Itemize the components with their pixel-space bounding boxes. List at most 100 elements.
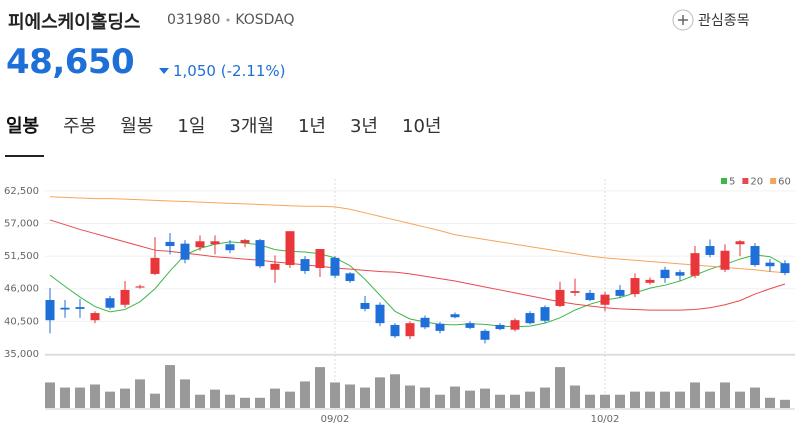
candle-body bbox=[315, 249, 325, 268]
moving-average-line bbox=[49, 241, 786, 328]
candle-body bbox=[765, 262, 775, 267]
watch-button[interactable]: 관심종목 bbox=[672, 9, 750, 31]
volume-bar bbox=[690, 382, 700, 408]
candle-body bbox=[600, 294, 610, 305]
candle-body bbox=[750, 246, 760, 266]
candle-body bbox=[630, 278, 640, 295]
stock-meta: 031980 KOSDAQ bbox=[167, 12, 295, 28]
candle-body bbox=[465, 323, 475, 328]
candle-body bbox=[285, 231, 295, 266]
volume-bar bbox=[615, 394, 625, 408]
candle-body bbox=[45, 300, 55, 321]
volume-bar bbox=[270, 388, 280, 408]
moving-average-line bbox=[49, 196, 786, 274]
y-tick-label: 35,000 bbox=[4, 349, 39, 360]
candle-body bbox=[660, 269, 670, 279]
volume-bar bbox=[315, 367, 325, 408]
volume-bar bbox=[570, 385, 580, 408]
candle-body bbox=[555, 289, 565, 306]
volume-bar bbox=[120, 388, 130, 408]
plus-icon bbox=[672, 9, 694, 31]
candle-body bbox=[240, 240, 250, 244]
candle-body bbox=[720, 250, 730, 270]
volume-bar bbox=[135, 379, 145, 408]
candle-body bbox=[780, 263, 790, 274]
volume-bar bbox=[180, 379, 190, 408]
volume-bar bbox=[765, 397, 775, 408]
candle-body bbox=[570, 291, 580, 293]
y-tick-label: 57,000 bbox=[4, 218, 39, 229]
volume-bar bbox=[60, 387, 70, 408]
candle-body bbox=[390, 324, 400, 337]
candle-body bbox=[540, 307, 550, 321]
legend-swatch bbox=[721, 178, 727, 184]
volume-bar bbox=[255, 397, 265, 408]
candle-body bbox=[210, 241, 220, 245]
period-tab[interactable]: 월봉 bbox=[120, 116, 154, 137]
volume-bar bbox=[735, 391, 745, 408]
candle-body bbox=[645, 279, 655, 283]
volume-bar bbox=[435, 394, 445, 408]
period-tab[interactable]: 1일 bbox=[177, 116, 206, 137]
volume-bar bbox=[585, 394, 595, 408]
volume-bar bbox=[225, 394, 235, 408]
y-tick-label: 62,500 bbox=[4, 186, 39, 197]
volume-bar bbox=[390, 374, 400, 408]
period-tabs: 일봉 주봉 월봉 1일 3개월 1년 3년 10년 bbox=[6, 112, 465, 138]
volume-bar bbox=[240, 397, 250, 408]
x-tick-label: 09/02 bbox=[321, 414, 350, 425]
volume-bar bbox=[75, 387, 85, 408]
legend-label: 5 bbox=[729, 177, 735, 188]
stock-name: 피에스케이홀딩스 bbox=[8, 12, 141, 33]
volume-bar bbox=[285, 391, 295, 408]
candle-body bbox=[60, 307, 70, 310]
legend-swatch bbox=[770, 178, 777, 184]
period-tab[interactable]: 10년 bbox=[402, 116, 442, 137]
candle-body bbox=[75, 307, 85, 309]
volume-bar bbox=[45, 382, 55, 408]
period-tab[interactable]: 주봉 bbox=[63, 116, 97, 137]
volume-bar bbox=[345, 384, 355, 408]
volume-bar bbox=[780, 399, 790, 408]
volume-bar bbox=[480, 388, 490, 408]
separator bbox=[226, 18, 230, 22]
candle-body bbox=[735, 241, 745, 245]
change: 1,050 (-2.11%) bbox=[158, 62, 286, 80]
candle-body bbox=[345, 273, 355, 282]
candle-body bbox=[150, 257, 160, 274]
candle-body bbox=[510, 320, 520, 330]
candle-body bbox=[135, 286, 145, 288]
period-tab[interactable]: 1년 bbox=[297, 116, 326, 137]
volume-bar bbox=[210, 389, 220, 408]
volume-bar bbox=[720, 382, 730, 408]
x-tick-label: 10/02 bbox=[591, 414, 620, 425]
volume-bar bbox=[420, 387, 430, 408]
candle-body bbox=[225, 244, 235, 251]
candle-body bbox=[615, 289, 625, 296]
volume-bar bbox=[600, 394, 610, 408]
volume-bar bbox=[330, 382, 340, 408]
volume-bar bbox=[165, 365, 175, 408]
volume-bar bbox=[630, 391, 640, 408]
volume-bar bbox=[465, 390, 475, 408]
period-tab[interactable]: 3개월 bbox=[229, 116, 274, 137]
candle-body bbox=[675, 272, 685, 276]
y-tick-label: 40,500 bbox=[4, 316, 39, 327]
period-tab[interactable]: 일봉 bbox=[6, 116, 40, 137]
candle-body bbox=[480, 330, 490, 340]
candle-body bbox=[585, 292, 595, 301]
volume-bar bbox=[675, 391, 685, 408]
period-tab[interactable]: 3년 bbox=[349, 116, 378, 137]
volume-bar bbox=[300, 381, 310, 408]
candle-body bbox=[525, 313, 535, 324]
candle-body bbox=[255, 240, 265, 267]
candle-body bbox=[300, 259, 310, 271]
volume-bar bbox=[195, 394, 205, 408]
change-pct: (-2.11%) bbox=[220, 62, 286, 80]
moving-average-line bbox=[49, 219, 786, 311]
volume-bar bbox=[360, 387, 370, 408]
legend-swatch bbox=[742, 178, 749, 184]
volume-bar bbox=[495, 394, 505, 408]
